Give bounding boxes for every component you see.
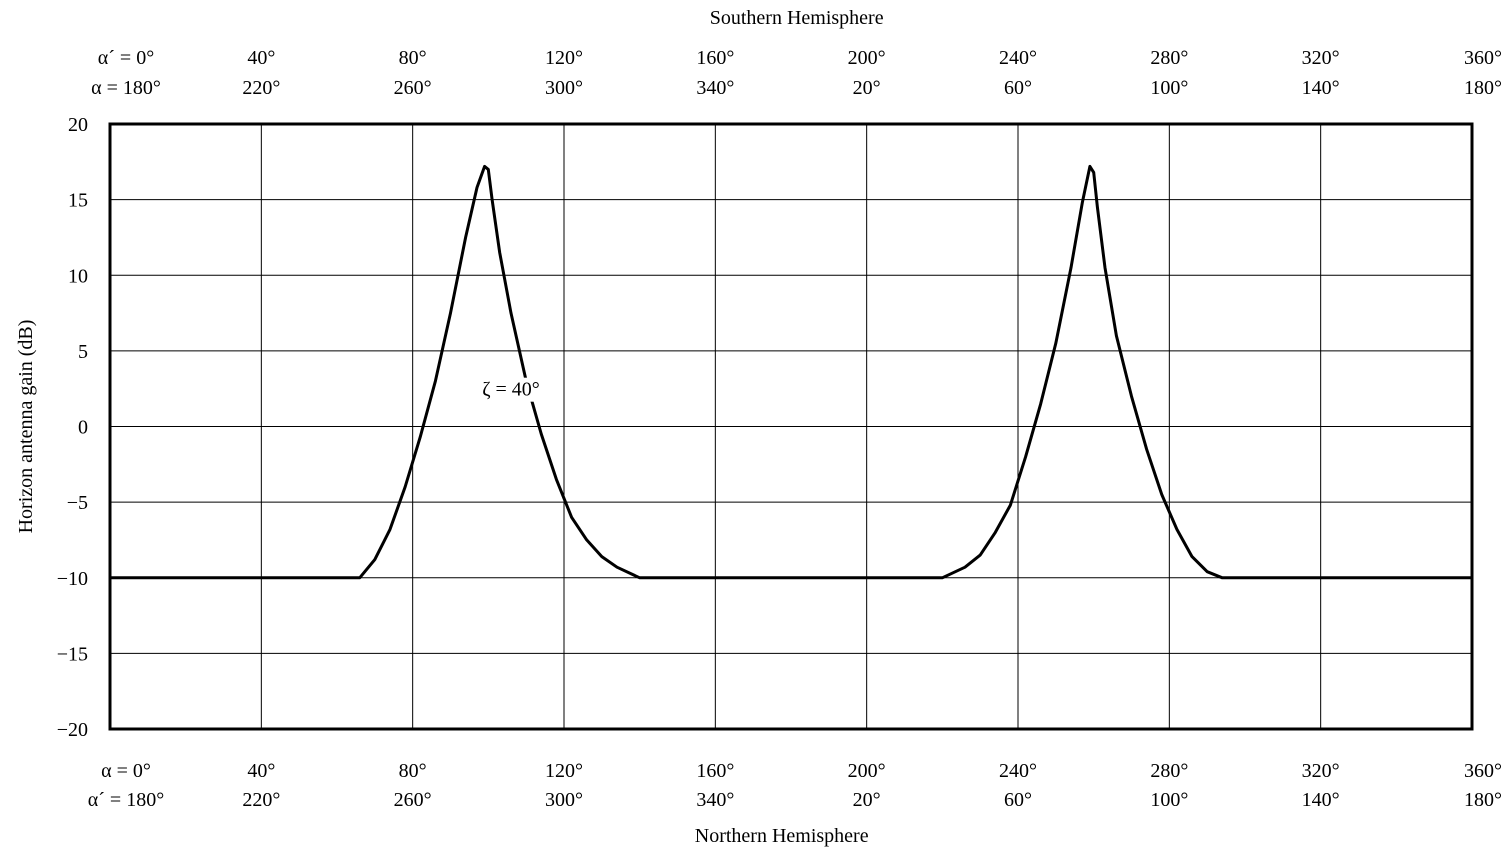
y-tick-label: 10 <box>68 265 88 287</box>
x-tick-label: 200° <box>848 47 886 69</box>
x-tick-label: 60° <box>1004 789 1032 811</box>
x-tick-label: 360° <box>1464 47 1502 69</box>
x-tick-label: 140° <box>1302 789 1340 811</box>
x-tick-label: 300° <box>545 789 583 811</box>
y-tick-labels: 20 15 10 5 0 −5 −10 −15 −20 <box>57 114 88 741</box>
bottom-axis-title: Northern Hemisphere <box>695 825 869 847</box>
x-tick-label: 340° <box>696 77 734 99</box>
y-axis-label: Horizon antenna gain (dB) <box>15 320 37 534</box>
x-tick-label: 120° <box>545 760 583 782</box>
y-tick-label: −20 <box>57 719 88 741</box>
x-tick-label: 80° <box>399 47 427 69</box>
top-axis-title: Southern Hemisphere <box>710 7 884 29</box>
x-tick-label: α´ = 180° <box>88 789 164 811</box>
x-tick-label: 80° <box>399 760 427 782</box>
x-tick-label: 180° <box>1464 789 1502 811</box>
x-tick-label: 60° <box>1004 77 1032 99</box>
x-tick-label: 360° <box>1464 760 1502 782</box>
annotation-background <box>480 377 542 402</box>
x-tick-label: 40° <box>247 47 275 69</box>
zeta-annotation: ζ = 40° <box>482 379 540 401</box>
x-tick-label: 140° <box>1302 77 1340 99</box>
x-tick-label: 300° <box>545 77 583 99</box>
x-tick-label: 220° <box>242 789 280 811</box>
x-tick-label: 100° <box>1150 789 1188 811</box>
x-tick-label: 100° <box>1150 77 1188 99</box>
x-tick-label: 200° <box>848 760 886 782</box>
gain-curve <box>108 164 1474 580</box>
plot-frame <box>108 122 1474 731</box>
x-tick-label: 280° <box>1150 760 1188 782</box>
y-tick-label: −15 <box>57 643 88 665</box>
x-tick-label: 320° <box>1302 760 1340 782</box>
x-tick-label: α = 180° <box>91 77 161 99</box>
x-tick-label: 180° <box>1464 77 1502 99</box>
x-tick-label: 220° <box>242 77 280 99</box>
top-tick-labels: α´ = 0° 40° 80° 120° 160° 200° 240° 280° 320° 360… <box>91 47 1502 99</box>
y-tick-label: 5 <box>78 341 88 363</box>
x-tick-label: 20° <box>853 789 881 811</box>
x-tick-label: 340° <box>696 789 734 811</box>
y-tick-label: −5 <box>67 492 88 514</box>
y-tick-label: −10 <box>57 568 88 590</box>
x-tick-label: 260° <box>394 77 432 99</box>
y-tick-label: 20 <box>68 114 88 136</box>
y-tick-label: 0 <box>78 417 88 439</box>
y-tick-label: 15 <box>68 190 88 212</box>
bottom-tick-labels: α = 0° 40° 80° 120° 160° 200° 240° 280° 320° 360°… <box>88 760 1502 811</box>
x-tick-label: 40° <box>247 760 275 782</box>
x-tick-label: 260° <box>394 789 432 811</box>
x-tick-label: 160° <box>696 760 734 782</box>
x-tick-label: 160° <box>696 47 734 69</box>
x-tick-label: 240° <box>999 760 1037 782</box>
x-tick-label: α´ = 0° <box>98 47 154 69</box>
x-tick-label: 280° <box>1150 47 1188 69</box>
x-tick-label: α = 0° <box>101 760 151 782</box>
x-tick-label: 240° <box>999 47 1037 69</box>
x-tick-label: 20° <box>853 77 881 99</box>
x-tick-label: 320° <box>1302 47 1340 69</box>
grid-lines <box>109 123 1473 730</box>
x-tick-label: 120° <box>545 47 583 69</box>
